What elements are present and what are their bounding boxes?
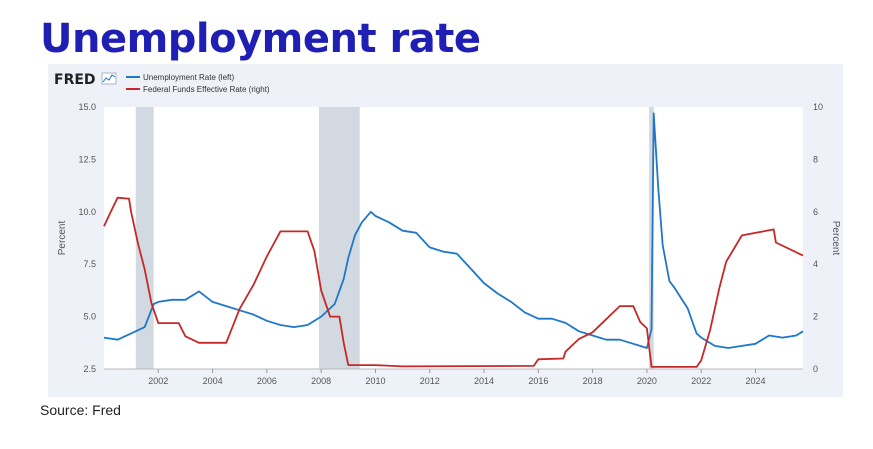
source-note: Source: Fred [40, 402, 121, 418]
x-tick-label: 2016 [528, 376, 548, 386]
left-tick-label: 5.0 [83, 312, 96, 322]
x-tick-label: 2008 [311, 376, 331, 386]
x-tick-label: 2014 [474, 376, 494, 386]
right-tick-label: 0 [813, 364, 818, 374]
x-tick-label: 2006 [257, 376, 277, 386]
unemployment-rate-line [103, 112, 804, 349]
x-axis-ticks: 2002 2004 2006 2008 2010 2012 2014 2016 2018 2020… [104, 368, 803, 386]
slide-title: Unemployment rate [40, 16, 481, 62]
right-tick-label: 4 [813, 259, 818, 269]
x-tick-label: 2010 [365, 376, 385, 386]
left-axis-ticks: 2.5 5.0 7.5 10.0 12.5 15.0 [78, 102, 96, 374]
x-tick-label: 2022 [691, 376, 711, 386]
chart-panel: FRED Unemployment Rate (left) Federal Fu… [48, 64, 843, 397]
legend: Unemployment Rate (left) Federal Funds E… [126, 73, 270, 94]
chart-svg: FRED Unemployment Rate (left) Federal Fu… [54, 72, 841, 386]
fred-logo: FRED [54, 72, 96, 88]
right-tick-label: 6 [813, 207, 818, 217]
right-tick-label: 10 [813, 102, 823, 112]
recession-band-1 [318, 107, 360, 369]
right-axis-label: Percent [830, 221, 841, 256]
right-tick-label: 8 [813, 154, 818, 164]
x-tick-label: 2024 [745, 376, 765, 386]
x-tick-label: 2012 [420, 376, 440, 386]
left-tick-label: 12.5 [78, 154, 96, 164]
x-tick-label: 2018 [583, 376, 603, 386]
left-tick-label: 2.5 [83, 364, 96, 374]
recession-shading [135, 107, 654, 369]
series-lines [103, 112, 804, 368]
recession-band-0 [135, 107, 154, 369]
fed-funds-rate-line [103, 196, 804, 368]
left-tick-label: 15.0 [78, 102, 96, 112]
legend-label-unemployment: Unemployment Rate (left) [143, 73, 234, 82]
right-axis-ticks: 0 2 4 6 8 10 [813, 102, 823, 374]
left-tick-label: 10.0 [78, 207, 96, 217]
recession-band-2 [649, 107, 654, 369]
plot-background [104, 107, 803, 369]
right-tick-label: 2 [813, 312, 818, 322]
legend-label-fedfunds: Federal Funds Effective Rate (right) [143, 85, 270, 94]
x-tick-label: 2004 [203, 376, 223, 386]
left-axis-label: Percent [57, 221, 68, 256]
plot-area [104, 107, 803, 369]
left-tick-label: 7.5 [83, 259, 96, 269]
x-tick-label: 2020 [637, 376, 657, 386]
x-tick-label: 2002 [148, 376, 168, 386]
fred-logo-graph-icon [101, 72, 117, 85]
